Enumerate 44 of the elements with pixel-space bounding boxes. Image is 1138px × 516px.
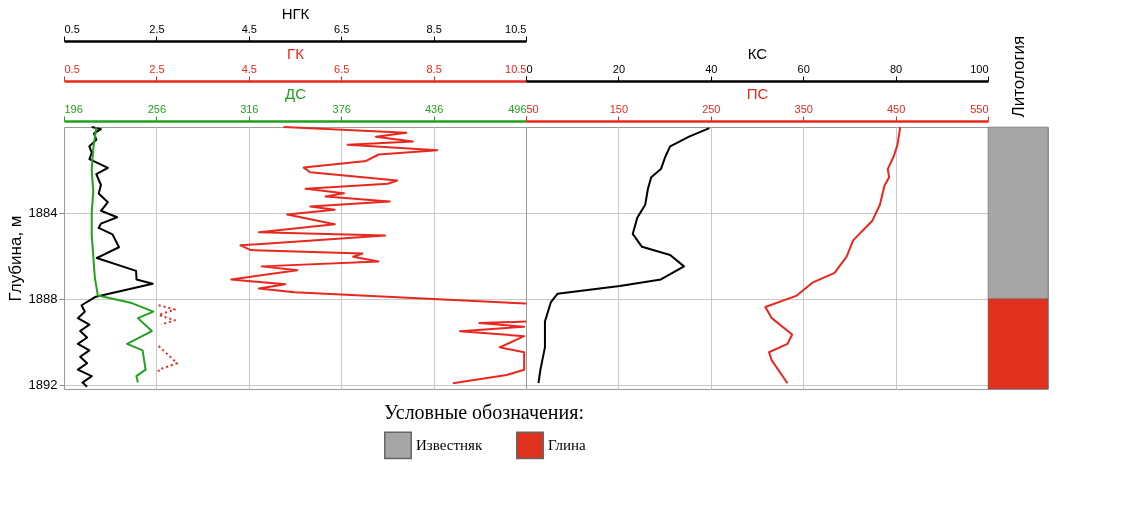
x2-axis-title: ПС bbox=[746, 84, 769, 102]
x-tick-label: 196 bbox=[64, 102, 83, 115]
x-tick-label: 20 bbox=[612, 62, 626, 75]
x-tick-label: 100 bbox=[970, 62, 989, 75]
legend-label: Известняк bbox=[416, 437, 483, 454]
legend-label: Глина bbox=[548, 437, 587, 454]
x2-tick-label: 550 bbox=[970, 102, 989, 115]
x-axis-title: НГК bbox=[281, 4, 310, 22]
x-axis-title: ДС bbox=[285, 84, 307, 102]
y-tick-label: 1884 bbox=[28, 205, 58, 221]
x-tick-label: 8.5 bbox=[426, 62, 442, 75]
x2-tick-label: 150 bbox=[609, 102, 629, 115]
x-axis-title: КС bbox=[747, 44, 768, 62]
x-tick-label: 496 bbox=[508, 102, 527, 115]
x-tick-label: 60 bbox=[797, 62, 810, 75]
y-axis-title: Глубина, м bbox=[5, 215, 25, 302]
x2-tick-label: 2.5 bbox=[149, 22, 165, 35]
x-tick-label: 80 bbox=[889, 62, 903, 75]
x-tick-label: 0.5 bbox=[64, 62, 80, 75]
y-tick-label: 1888 bbox=[28, 291, 58, 307]
x2-tick-label: 0.5 bbox=[64, 22, 80, 35]
x2-axis-title: ГК bbox=[287, 44, 305, 62]
x-tick-label: 256 bbox=[147, 102, 167, 115]
x-tick-label: 4.5 bbox=[241, 62, 257, 75]
y-axis-title: Литология bbox=[1008, 35, 1028, 118]
x2-tick-label: 450 bbox=[886, 102, 906, 115]
legend-title: Условные обозначения: bbox=[384, 401, 585, 423]
x-tick-label: 376 bbox=[332, 102, 351, 115]
x-tick-label: 316 bbox=[240, 102, 259, 115]
x-tick-label: 2.5 bbox=[149, 62, 165, 75]
x-tick-label: 10.5 bbox=[505, 62, 527, 75]
x-tick-label: 436 bbox=[424, 102, 444, 115]
x2-tick-label: 350 bbox=[794, 102, 813, 115]
x2-tick-label: 50 bbox=[526, 102, 539, 115]
y-tick-label: 1892 bbox=[28, 377, 58, 393]
x2-tick-label: 8.5 bbox=[426, 22, 442, 35]
x-tick-label: 40 bbox=[705, 62, 718, 75]
line-series bbox=[76, 126, 154, 388]
x2-tick-label: 250 bbox=[702, 102, 721, 115]
x2-tick-label: 10.5 bbox=[505, 22, 527, 35]
x2-tick-label: 6.5 bbox=[334, 22, 350, 35]
x2-tick-label: 4.5 bbox=[241, 22, 257, 35]
x-tick-label: 6.5 bbox=[334, 62, 350, 75]
x-tick-label: 0 bbox=[526, 62, 533, 75]
